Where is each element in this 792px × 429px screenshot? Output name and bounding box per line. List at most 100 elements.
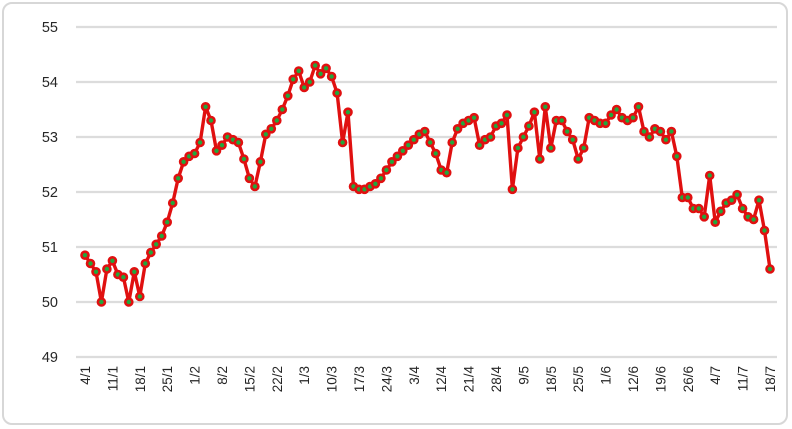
x-axis-tick-label: 8/2 (215, 366, 230, 385)
x-axis-tick-label: 9/5 (516, 366, 531, 385)
data-point-marker (765, 264, 775, 274)
data-point-marker (397, 146, 408, 156)
data-point-marker (200, 102, 211, 112)
data-point-marker (271, 115, 282, 126)
x-axis-tick-label: 1/3 (297, 366, 312, 385)
data-point-marker (129, 266, 140, 277)
x-axis-tick-label: 1/2 (188, 366, 203, 385)
x-axis-tick-label: 26/6 (681, 366, 696, 392)
data-point-marker (452, 124, 463, 134)
data-point-marker (573, 154, 584, 164)
data-point-marker (556, 115, 567, 126)
data-point-marker (195, 137, 205, 148)
data-point-marker (666, 126, 677, 137)
data-point-marker (162, 217, 172, 227)
data-point-marker (430, 148, 441, 159)
data-point-marker (655, 126, 666, 137)
y-axis-tick-label: 53 (42, 130, 58, 146)
x-axis-tick-label: 15/2 (242, 366, 257, 392)
y-axis-tick-label: 55 (42, 20, 58, 36)
data-point-marker (644, 132, 655, 142)
data-point-marker (502, 110, 512, 120)
data-point-marker (737, 203, 748, 214)
data-point-marker (419, 126, 430, 137)
data-point-marker (710, 217, 721, 227)
x-axis-tick-label: 11/7 (736, 366, 751, 391)
data-point-marker (96, 297, 107, 307)
data-point-marker (507, 184, 518, 195)
x-axis-tick-label: 10/3 (325, 366, 340, 392)
data-point-marker (578, 143, 589, 153)
data-point-marker (310, 60, 321, 71)
x-axis-tick-label: 18/1 (133, 366, 148, 392)
data-point-marker (315, 69, 326, 79)
data-point-marker (567, 134, 578, 145)
x-axis-tick-label: 4/1 (78, 366, 93, 385)
data-point-marker (682, 192, 693, 203)
data-point-marker (80, 250, 90, 260)
data-point-marker (266, 124, 277, 134)
data-point-marker (699, 212, 710, 222)
data-point-marker (474, 140, 485, 150)
data-point-marker (392, 151, 403, 162)
x-axis-tick-label: 24/3 (379, 366, 394, 392)
data-point-marker (534, 154, 545, 164)
data-point-marker (376, 173, 386, 184)
data-point-marker (693, 203, 704, 214)
data-point-marker (370, 179, 381, 189)
data-point-marker (217, 140, 227, 150)
data-point-marker (211, 146, 222, 156)
data-point-marker (540, 102, 551, 112)
data-point-marker (178, 157, 189, 167)
data-point-marker (146, 247, 156, 258)
data-point-marker (661, 134, 671, 145)
data-point-marker (441, 167, 452, 178)
data-point-marker (337, 137, 348, 148)
x-axis-tick-label: 17/3 (352, 366, 367, 392)
data-point-marker (387, 157, 397, 167)
data-point-marker (250, 181, 260, 192)
data-point-marker (469, 112, 479, 123)
data-point-marker (135, 291, 145, 302)
data-point-marker (524, 121, 534, 131)
x-axis-tick-label: 19/6 (653, 366, 668, 392)
x-axis-tick-label: 11/1 (105, 366, 120, 391)
data-point-marker (715, 206, 726, 217)
data-point-marker (321, 63, 331, 74)
data-point-marker (326, 71, 337, 82)
y-axis-tick-label: 49 (42, 350, 58, 366)
data-point-marker (156, 231, 167, 241)
y-axis-tick-label: 50 (42, 295, 58, 311)
data-point-marker (408, 134, 419, 145)
data-point-marker (447, 137, 458, 148)
data-point-marker (704, 170, 715, 181)
data-point-marker (304, 77, 315, 87)
data-point-marker (239, 154, 249, 164)
data-point-marker (282, 91, 293, 101)
data-point-marker (233, 137, 244, 148)
data-point-marker (403, 140, 414, 150)
data-point-marker (633, 102, 644, 112)
chart-outer-border (2, 2, 788, 425)
x-axis-tick-label: 12/6 (626, 366, 641, 392)
x-axis-tick-label: 12/4 (434, 366, 449, 393)
data-point-marker (260, 129, 271, 140)
data-point-marker (425, 137, 436, 148)
data-point-marker (545, 143, 556, 153)
y-axis-tick-label: 54 (42, 75, 58, 91)
data-point-marker (102, 264, 112, 274)
x-axis-tick-label: 18/5 (544, 366, 559, 392)
x-axis-tick-label: 3/4 (407, 366, 422, 385)
x-axis-tick-label: 18/7 (763, 366, 778, 392)
data-point-marker (140, 258, 151, 269)
data-point-marker (381, 165, 392, 175)
data-point-marker (173, 173, 183, 184)
data-point-marker (277, 104, 288, 115)
data-point-marker (244, 173, 255, 184)
data-point-marker (518, 132, 529, 142)
x-axis-tick-label: 28/4 (489, 366, 504, 393)
x-axis-tick-label: 25/5 (571, 366, 586, 392)
data-point-marker (85, 258, 96, 269)
